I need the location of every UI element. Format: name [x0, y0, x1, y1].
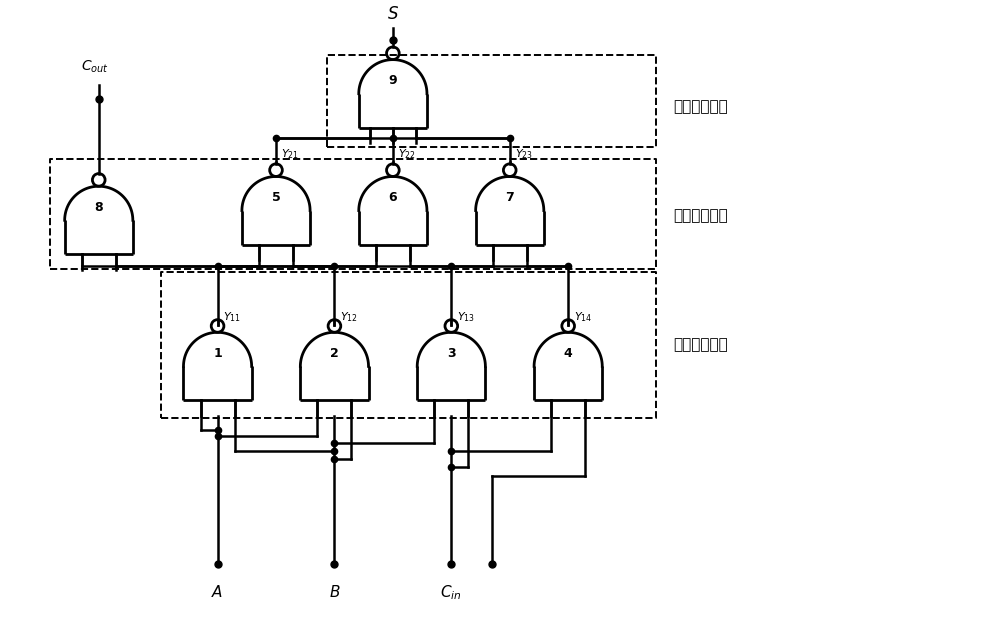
Text: 4: 4: [564, 347, 573, 360]
Text: 7: 7: [505, 191, 514, 204]
Text: $Y_{11}$: $Y_{11}$: [223, 310, 241, 324]
Text: 第二级门电路: 第二级门电路: [673, 208, 728, 223]
Text: 3: 3: [447, 347, 456, 360]
Text: $C_{in}$: $C_{in}$: [440, 583, 462, 602]
Text: $Y_{22}$: $Y_{22}$: [398, 147, 416, 161]
Text: $Y_{12}$: $Y_{12}$: [340, 310, 358, 324]
Text: $Y_{23}$: $Y_{23}$: [515, 147, 533, 161]
Text: $C_{out}$: $C_{out}$: [81, 59, 109, 75]
Text: $Y_{21}$: $Y_{21}$: [281, 147, 299, 161]
Text: $B$: $B$: [329, 583, 340, 599]
Text: 第三级门电路: 第三级门电路: [673, 99, 728, 114]
Text: 9: 9: [389, 75, 397, 87]
Text: 1: 1: [213, 347, 222, 360]
Text: $Y_{14}$: $Y_{14}$: [574, 310, 592, 324]
Text: 6: 6: [389, 191, 397, 204]
Text: 8: 8: [94, 201, 103, 214]
Text: 2: 2: [330, 347, 339, 360]
Text: $A$: $A$: [211, 583, 224, 599]
Text: 第一级门电路: 第一级门电路: [673, 338, 728, 352]
Text: $Y_{13}$: $Y_{13}$: [457, 310, 475, 324]
Text: $S$: $S$: [387, 4, 399, 22]
Text: 5: 5: [272, 191, 280, 204]
